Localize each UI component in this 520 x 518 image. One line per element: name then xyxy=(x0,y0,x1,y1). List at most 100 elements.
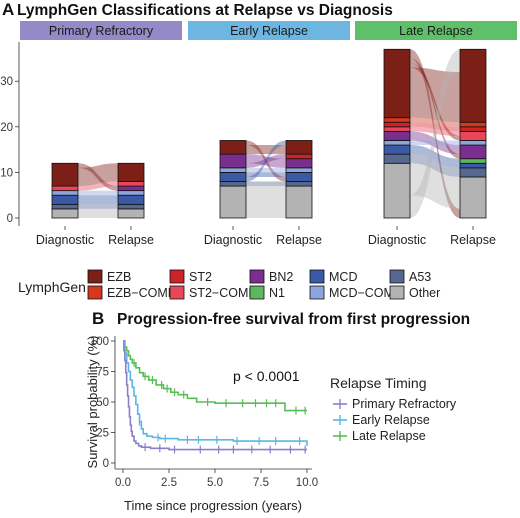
alluvial-stack-segment xyxy=(285,181,313,187)
legend-label: ST2−COMP xyxy=(189,286,257,300)
km-legend-title: Relapse Timing xyxy=(330,375,427,391)
alluvial-flow xyxy=(246,140,286,182)
legend-title: LymphGen xyxy=(18,279,86,295)
alluvial-stack-segment xyxy=(285,185,313,219)
alluvial-stack-segment xyxy=(285,158,313,169)
alluvial-stack-segment xyxy=(285,167,313,173)
alluvial-flow xyxy=(78,181,118,191)
alluvial-stack-segment xyxy=(459,130,487,141)
x-category-label: Relapse xyxy=(276,233,322,247)
alluvial-flow xyxy=(410,131,460,155)
alluvial-flow xyxy=(246,186,286,218)
alluvial-stack-segment xyxy=(51,162,79,187)
km-curves xyxy=(123,340,308,454)
alluvial-stack-segment xyxy=(117,181,145,187)
alluvial-flow xyxy=(410,122,460,132)
legend-swatch xyxy=(309,269,325,284)
km-curve xyxy=(123,340,308,446)
alluvial-chart: Primary Refractory Early Relapse Late Re… xyxy=(0,21,517,247)
km-x-tick-label: 10.0 xyxy=(296,477,318,489)
alluvial-flow xyxy=(78,204,118,209)
alluvial-flow xyxy=(246,140,286,182)
alluvial-flow xyxy=(246,172,286,177)
legend-swatch xyxy=(249,269,265,284)
alluvial-stack-segment xyxy=(383,144,411,155)
alluvial-stack-segment xyxy=(383,162,411,219)
alluvial-stack-segment xyxy=(117,203,145,210)
relapse-timing-legend: Relapse Timing Primary Refractory Early R… xyxy=(330,375,457,443)
alluvial-stack-segment xyxy=(459,176,487,219)
alluvial-flow xyxy=(410,49,460,218)
alluvial-stack-segment xyxy=(459,140,487,146)
alluvial-stack-segment xyxy=(383,48,411,119)
legend-label: BN2 xyxy=(269,270,293,284)
km-y-tick-label: 50 xyxy=(96,397,109,409)
km-x-ticks: 0.0 2.5 5.0 7.5 10.0 xyxy=(115,469,318,489)
km-legend-items: Primary Refractory Early Relapse Late Rela… xyxy=(333,397,457,443)
km-y-ticks: 0 25 50 75 100 xyxy=(90,336,115,470)
facet-strip-primary-refractory xyxy=(20,21,182,40)
alluvial-stack-segment xyxy=(459,121,487,128)
alluvial-flow xyxy=(410,67,460,123)
x-category-label: Diagnostic xyxy=(36,233,94,247)
alluvial-flow xyxy=(246,167,286,173)
facet-strip-early-relapse xyxy=(188,21,350,40)
alluvial-flow xyxy=(78,195,118,205)
alluvial-stack-segment xyxy=(459,144,487,160)
legend-label: EZB−COMP xyxy=(107,286,176,300)
alluvial-stack-segment xyxy=(459,162,487,169)
x-category-label: Diagnostic xyxy=(368,233,426,247)
facet-strip-label: Late Relapse xyxy=(399,24,473,38)
alluvial-stack-segment xyxy=(219,185,247,219)
p-value-annotation: p < 0.0001 xyxy=(233,368,300,384)
legend-swatch xyxy=(169,285,185,300)
alluvial-flow xyxy=(410,145,460,164)
alluvial-flow xyxy=(410,163,460,209)
alluvial-stack-segment xyxy=(285,153,313,160)
alluvial-stack-segment xyxy=(219,153,247,169)
alluvial-flow xyxy=(246,154,286,168)
legend-label: EZB xyxy=(107,270,131,284)
alluvial-stack-segment xyxy=(117,185,145,192)
alluvial-stack-segment xyxy=(285,171,313,182)
legend-swatch xyxy=(249,285,265,300)
legend-label: Other xyxy=(409,286,440,300)
km-legend-label: Primary Refractory xyxy=(352,397,457,411)
alluvial-flow xyxy=(410,117,460,127)
legend-swatch xyxy=(389,269,405,284)
alluvial-flow xyxy=(78,208,118,218)
legend-swatch xyxy=(309,285,325,300)
km-x-tick-label: 0.0 xyxy=(115,477,131,489)
alluvial-stacks xyxy=(51,48,487,219)
alluvial-flow xyxy=(78,190,118,196)
legend-items: EZB EZB−COMP ST2 ST2−COMP BN2 N1 MCD MCD−COMP A5… xyxy=(87,269,440,300)
y-tick-label: 30 xyxy=(0,76,13,88)
lymphgen-legend: LymphGen EZB EZB−COMP ST2 ST2−COMP BN2 N1 MCD M… xyxy=(18,269,440,300)
legend-label: ST2 xyxy=(189,270,212,284)
facet-strip-late-relapse xyxy=(355,21,517,40)
alluvial-stack-segment xyxy=(383,121,411,128)
x-category-label: Diagnostic xyxy=(204,233,262,247)
alluvial-flow xyxy=(410,126,460,136)
alluvial-stack-segment xyxy=(383,126,411,132)
panel-a-letter: A xyxy=(2,0,14,19)
alluvial-flow xyxy=(410,149,460,168)
legend-label: MCD xyxy=(329,270,357,284)
alluvial-stack-segment xyxy=(117,194,145,205)
alluvial-stack-segment xyxy=(459,126,487,132)
alluvial-stack-segment xyxy=(51,194,79,205)
alluvial-stack-segment xyxy=(383,140,411,146)
alluvial-flow xyxy=(410,49,460,218)
x-category-label: Relapse xyxy=(450,233,496,247)
alluvial-stack-segment xyxy=(459,158,487,164)
km-legend-label: Early Relapse xyxy=(352,413,430,427)
panel-a-title: LymphGen Classifications at Relapse vs D… xyxy=(17,2,393,19)
alluvial-flow xyxy=(410,58,460,159)
alluvial-stack-segment xyxy=(383,153,411,164)
alluvial-flow xyxy=(410,154,460,177)
km-x-tick-label: 7.5 xyxy=(253,477,269,489)
legend-swatch xyxy=(87,285,103,300)
alluvial-stack-segment xyxy=(459,167,487,178)
alluvial-stack-segment xyxy=(219,167,247,173)
alluvial-stack-segment xyxy=(219,181,247,187)
